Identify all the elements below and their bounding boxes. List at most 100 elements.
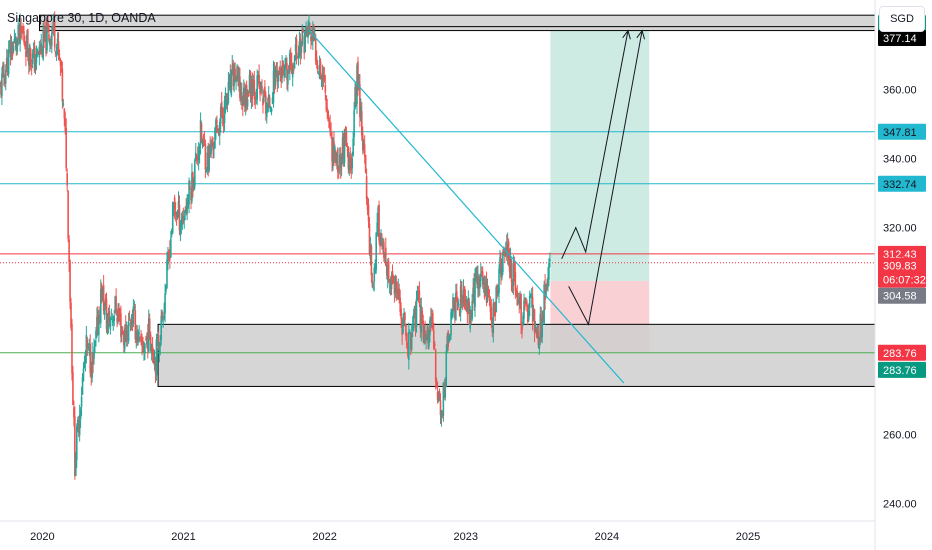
candle-body: [147, 318, 150, 352]
candle-body: [379, 237, 381, 247]
candle-body: [214, 128, 216, 148]
candle-body: [121, 331, 123, 334]
candle-body: [191, 172, 193, 202]
candle-body: [459, 285, 462, 313]
candle-body: [469, 309, 472, 329]
candle-body: [202, 136, 205, 139]
candle-body: [173, 197, 176, 210]
candle-body: [328, 121, 330, 128]
candle-body: [175, 214, 178, 218]
candle-body: [207, 153, 210, 171]
candle-body: [101, 287, 104, 302]
candle-body: [230, 69, 233, 96]
candle-body: [313, 37, 316, 39]
candle-body: [378, 204, 380, 241]
candle-body: [3, 64, 5, 78]
candle-body: [524, 297, 526, 308]
candle-body: [432, 330, 435, 349]
candle-body: [23, 31, 25, 43]
candle-body: [98, 315, 100, 336]
candle-body: [538, 343, 541, 350]
candle-body: [160, 315, 163, 341]
candle-body: [231, 65, 234, 73]
candle-body: [63, 108, 66, 119]
y-tick-label: 360.00: [883, 85, 917, 97]
candle-body: [440, 410, 443, 418]
candle-body: [134, 310, 137, 340]
candle-body: [334, 147, 336, 157]
candle-body: [12, 45, 15, 53]
candle-body: [249, 71, 252, 97]
candle-body: [366, 203, 369, 210]
candle-body: [82, 368, 85, 381]
currency-button[interactable]: SGD: [879, 6, 925, 32]
candle-body: [288, 65, 290, 69]
candle-body: [256, 75, 258, 100]
candle-body: [262, 98, 264, 106]
candle-body: [226, 98, 229, 107]
chart-title: Singapore 30, 1D, OANDA: [7, 11, 156, 25]
candle-body: [376, 222, 378, 237]
candle-body: [402, 323, 404, 333]
candle-body: [55, 46, 58, 56]
candle-body: [320, 76, 323, 79]
candle-body: [280, 72, 282, 82]
candle-body: [274, 68, 277, 86]
candle-body: [427, 326, 429, 344]
candle-body: [345, 132, 348, 147]
candle-body: [437, 395, 440, 402]
candle-body: [326, 107, 329, 110]
candle-body: [275, 70, 278, 74]
candle-body: [486, 287, 489, 302]
candle-body: [284, 64, 286, 78]
candle-body: [140, 334, 142, 339]
candle-body: [521, 322, 523, 331]
candle-body: [31, 53, 34, 65]
candle-body: [68, 239, 70, 263]
candle-body: [316, 65, 319, 70]
candle-body: [411, 325, 414, 330]
candle-body: [114, 296, 116, 312]
zone-rectangle[interactable]: [157, 323, 876, 387]
candle-body: [450, 312, 452, 335]
candle-body: [26, 34, 28, 54]
candle-body: [333, 141, 335, 159]
candle-body: [264, 86, 266, 97]
candle-body: [474, 277, 476, 308]
x-tick-label: 2021: [171, 531, 195, 543]
candle-body: [267, 94, 270, 102]
projection-path[interactable]: [561, 30, 629, 260]
candle-body: [303, 35, 306, 54]
candle-body: [415, 298, 418, 327]
candle-body: [438, 390, 441, 398]
candle-body: [289, 53, 292, 68]
trend-line[interactable]: [308, 29, 625, 384]
candle-body: [520, 293, 522, 325]
candle-body: [85, 334, 88, 356]
candle-body: [265, 95, 267, 114]
candle-body: [273, 71, 276, 89]
candle-body: [247, 94, 250, 97]
candle-body: [383, 242, 385, 258]
candle-body: [22, 32, 24, 34]
x-tick-label: 2025: [736, 531, 760, 543]
candle-body: [131, 319, 134, 323]
candle-body: [51, 32, 53, 46]
candle-body: [325, 95, 328, 111]
candle-body: [212, 143, 214, 151]
candle-body: [426, 330, 428, 335]
candle-body: [185, 206, 187, 211]
candle-body: [329, 124, 331, 132]
candle-body: [125, 331, 128, 340]
candle-body: [252, 83, 255, 96]
candle-body: [116, 317, 118, 322]
candle-body: [412, 313, 415, 331]
candle-body: [425, 335, 427, 341]
zone-rectangle[interactable]: [39, 14, 876, 32]
candle-body: [478, 278, 480, 288]
candle-body: [195, 156, 198, 161]
projection-path[interactable]: [568, 30, 643, 326]
candle-body: [29, 49, 32, 61]
candle-body: [84, 352, 87, 363]
